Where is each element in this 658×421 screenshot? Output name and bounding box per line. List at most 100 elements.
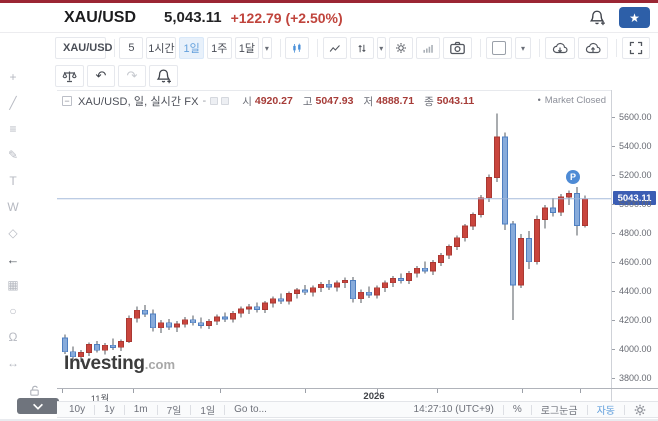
compare-button[interactable] bbox=[349, 37, 374, 59]
redo-button[interactable]: ↷ bbox=[118, 65, 146, 87]
text-tool-icon[interactable]: T bbox=[9, 174, 17, 188]
divider bbox=[190, 404, 192, 415]
gear-icon bbox=[396, 43, 406, 53]
time-axis[interactable]: 11월 2026 bbox=[57, 388, 658, 405]
chart-style-button[interactable] bbox=[285, 37, 310, 59]
price-axis[interactable]: 5043.11 5600.00 5400.00 5200.00 5000.00 4800… bbox=[611, 90, 658, 401]
go-to-date-button[interactable]: Go to... bbox=[234, 404, 267, 415]
star-icon: ★ bbox=[629, 10, 640, 25]
candle-body bbox=[454, 237, 460, 247]
shapes-tool-icon[interactable]: ◇ bbox=[8, 226, 18, 240]
zoom-tool-icon[interactable]: ○ bbox=[9, 304, 17, 318]
legend-hide-button[interactable] bbox=[210, 97, 219, 105]
candle-body bbox=[486, 177, 492, 199]
magnet-tool-icon[interactable]: Ω bbox=[8, 330, 18, 344]
save-layout-button[interactable] bbox=[578, 37, 609, 59]
xabcd-pattern-tool-icon[interactable]: W bbox=[7, 200, 19, 214]
divider bbox=[279, 39, 281, 57]
volume-button[interactable] bbox=[416, 37, 441, 59]
candle-body bbox=[254, 306, 260, 310]
arrow-left-tool-icon[interactable]: ← bbox=[6, 251, 20, 267]
candle-body bbox=[158, 322, 164, 329]
divider bbox=[480, 39, 482, 57]
price-axis-label: 5200.00 bbox=[619, 170, 652, 180]
candle-body bbox=[422, 267, 428, 272]
favorite-star-button[interactable]: ★ bbox=[619, 7, 650, 28]
lock-drawings-button[interactable] bbox=[28, 384, 41, 397]
load-layout-button[interactable] bbox=[545, 37, 576, 59]
measure-tool-icon[interactable]: ↔ bbox=[7, 356, 19, 370]
candle-body bbox=[174, 323, 180, 328]
screenshot-button[interactable] bbox=[443, 37, 473, 59]
candle-body bbox=[542, 207, 548, 220]
trend-line-tool-icon[interactable]: ╱ bbox=[9, 96, 17, 110]
candlestick-series bbox=[57, 113, 611, 362]
interval-dropdown-button[interactable]: ▾ bbox=[262, 37, 272, 59]
last-price-label: 5043.11 bbox=[613, 191, 656, 205]
range-10y-button[interactable]: 10y bbox=[69, 404, 86, 415]
candle-body bbox=[166, 322, 172, 328]
price-change: +122.79 (+2.50%) bbox=[230, 9, 343, 26]
candle-body bbox=[470, 214, 476, 227]
range-7d-button[interactable]: 7일 bbox=[166, 406, 182, 417]
p-marker-badge[interactable]: P bbox=[566, 170, 580, 184]
candle-body bbox=[518, 238, 524, 286]
collapse-sidebar-button[interactable] bbox=[17, 398, 59, 414]
candle-body bbox=[374, 287, 380, 296]
crosshair-tool-icon[interactable]: + bbox=[9, 70, 17, 84]
candle-body bbox=[502, 136, 508, 225]
candle-body bbox=[574, 193, 580, 226]
chart-legend: − XAU/USD, 일, 실시간 FX - 시 4920.27 고 5047.… bbox=[62, 93, 474, 109]
compare-scales-button[interactable] bbox=[55, 65, 84, 87]
chart-settings-button[interactable] bbox=[389, 37, 414, 59]
candle-body bbox=[382, 282, 388, 289]
percent-scale-button[interactable]: % bbox=[512, 404, 522, 415]
price-axis-label: 4400.00 bbox=[619, 286, 652, 296]
price-axis-tick bbox=[612, 117, 615, 118]
compare-arrows-icon bbox=[358, 44, 366, 52]
candle-body bbox=[262, 302, 268, 310]
interval-1h-button[interactable]: 1시간 bbox=[146, 37, 177, 59]
patterns-tool-icon[interactable]: ▦ bbox=[7, 278, 19, 292]
candle-body bbox=[462, 225, 468, 239]
chevron-down-icon bbox=[33, 403, 43, 410]
range-1y-button[interactable]: 1y bbox=[104, 404, 115, 415]
range-1d-button[interactable]: 1일 bbox=[200, 406, 216, 417]
legend-collapse-icon[interactable]: − bbox=[62, 96, 72, 106]
candle-body bbox=[494, 136, 500, 178]
chart-plot-area[interactable] bbox=[57, 90, 611, 388]
interval-1mo-button[interactable]: 1달 bbox=[234, 37, 260, 59]
symbol-search-button[interactable]: XAU/USD bbox=[55, 37, 113, 59]
clock-timezone-button[interactable]: 14:27:10 (UTC+9) bbox=[413, 404, 494, 415]
create-alert-button[interactable] bbox=[587, 8, 607, 28]
interval-1w-button[interactable]: 1주 bbox=[206, 37, 232, 59]
market-status: • Market Closed bbox=[537, 95, 606, 106]
alert-bell-button[interactable] bbox=[149, 65, 178, 87]
ohlc-close-value: 5043.11 bbox=[436, 95, 475, 107]
range-1m-button[interactable]: 1m bbox=[133, 404, 148, 415]
ohlc-low-value: 4888.71 bbox=[376, 95, 415, 107]
interval-1d-button[interactable]: 1일 bbox=[179, 37, 204, 59]
price-axis-tick bbox=[612, 204, 615, 205]
axis-settings-button[interactable] bbox=[632, 404, 648, 416]
compare-dropdown-button[interactable]: ▾ bbox=[376, 37, 387, 59]
indicators-button[interactable] bbox=[322, 37, 347, 59]
page-background-strip bbox=[0, 419, 658, 421]
log-scale-button[interactable]: 로그눈금 bbox=[540, 406, 578, 417]
candle-body bbox=[70, 351, 76, 358]
auto-scale-button[interactable]: 자동 bbox=[596, 406, 615, 417]
candle-body bbox=[526, 238, 532, 263]
layout-button[interactable] bbox=[486, 37, 513, 59]
interval-5m-button[interactable]: 5 bbox=[119, 37, 144, 59]
price-axis-tick bbox=[612, 175, 615, 176]
brush-tool-icon[interactable]: ✎ bbox=[7, 148, 19, 162]
undo-button[interactable]: ↶ bbox=[87, 65, 115, 87]
price-axis-label: 3800.00 bbox=[619, 373, 652, 383]
layout-dropdown-button[interactable]: ▾ bbox=[515, 37, 532, 59]
candle-body bbox=[190, 319, 196, 324]
fib-retracement-tool-icon[interactable]: ≡ bbox=[9, 122, 17, 136]
candle-body bbox=[222, 316, 228, 320]
fullscreen-button[interactable] bbox=[622, 37, 651, 59]
legend-settings-button[interactable] bbox=[221, 97, 230, 105]
